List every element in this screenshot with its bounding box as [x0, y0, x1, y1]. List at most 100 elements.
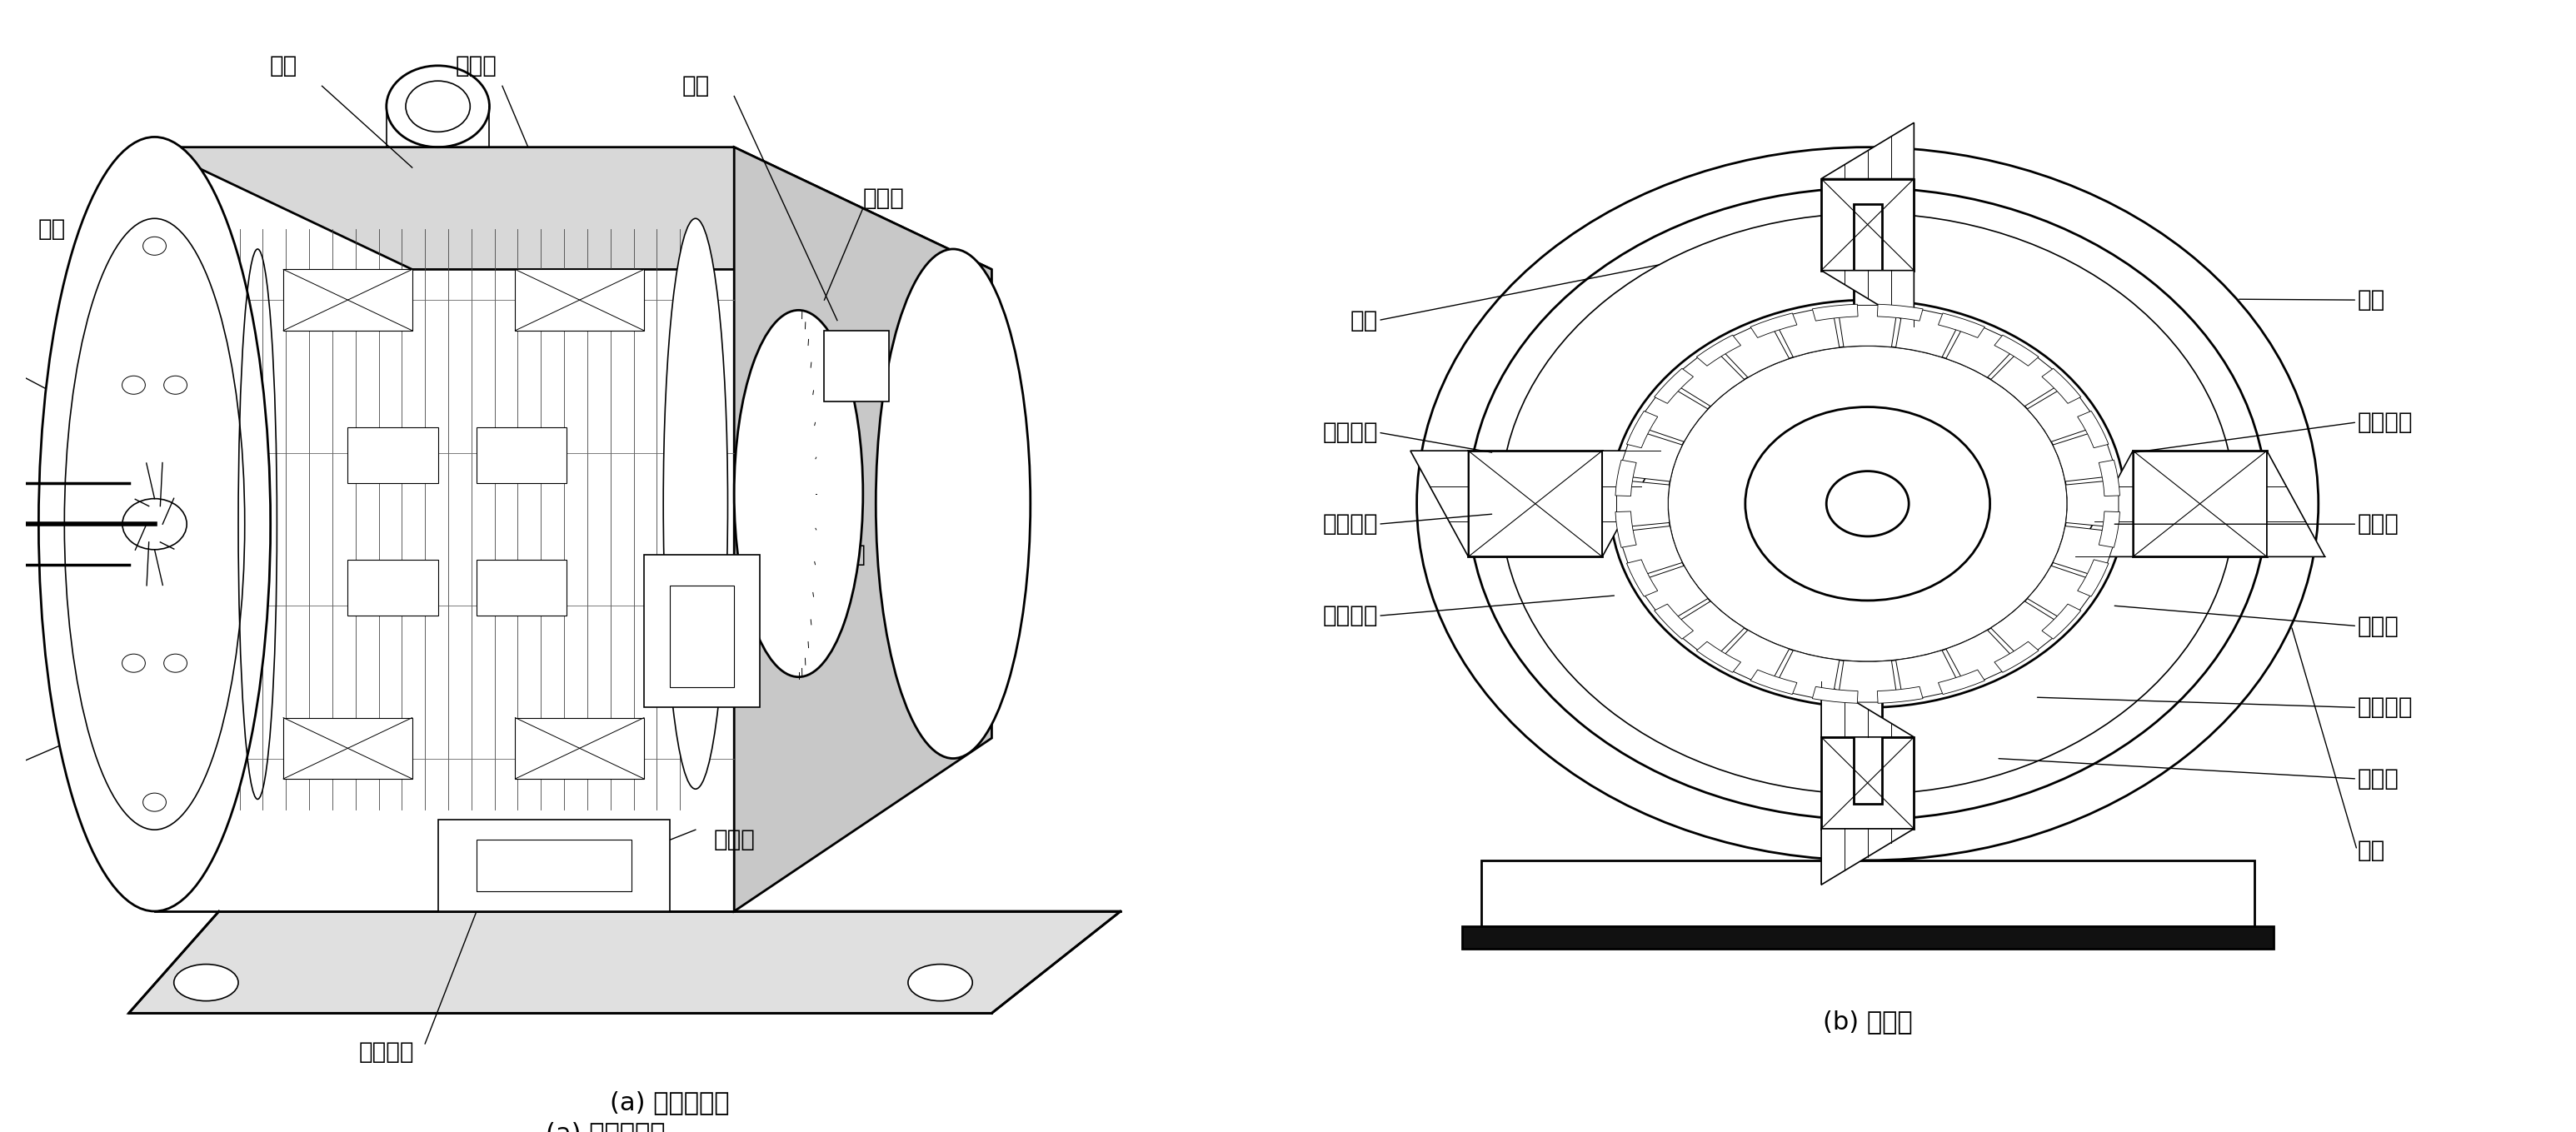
Polygon shape — [1837, 306, 1899, 348]
Polygon shape — [1821, 122, 1914, 179]
Bar — [348, 428, 438, 483]
Text: (a) 基本结构图: (a) 基本结构图 — [611, 1091, 729, 1115]
Polygon shape — [2076, 451, 2133, 557]
Polygon shape — [1896, 650, 1960, 701]
Polygon shape — [2053, 430, 2117, 481]
Polygon shape — [1937, 670, 1984, 694]
Polygon shape — [1698, 335, 1741, 366]
Text: 换向磁极: 换向磁极 — [358, 1040, 415, 1064]
Bar — [515, 269, 644, 331]
Polygon shape — [1698, 642, 1741, 672]
Text: 出线盒: 出线盒 — [714, 829, 755, 851]
Bar — [515, 718, 644, 779]
Ellipse shape — [1826, 471, 1909, 537]
Text: 底脚: 底脚 — [2357, 839, 2385, 861]
Ellipse shape — [165, 376, 188, 394]
Text: 励磁绕组: 励磁绕组 — [2357, 696, 2414, 719]
Polygon shape — [2043, 604, 2081, 640]
Ellipse shape — [124, 499, 188, 550]
Polygon shape — [1669, 348, 1744, 406]
Bar — [438, 820, 670, 911]
Polygon shape — [1821, 681, 1914, 737]
Text: 电枢绕组: 电枢绕组 — [1321, 604, 1378, 627]
Bar — [283, 269, 412, 331]
Polygon shape — [155, 147, 734, 911]
Text: 机座: 机座 — [39, 217, 64, 240]
Ellipse shape — [175, 964, 237, 1001]
Bar — [1463, 926, 2275, 949]
Text: 主磁极: 主磁极 — [456, 54, 497, 77]
Text: 电枢齿: 电枢齿 — [2357, 513, 2398, 535]
Polygon shape — [1821, 829, 1914, 885]
Ellipse shape — [121, 654, 144, 672]
Ellipse shape — [1747, 408, 1989, 600]
Text: 换向绕组: 换向绕组 — [1321, 421, 1378, 444]
Ellipse shape — [165, 654, 188, 672]
Polygon shape — [1618, 480, 1669, 528]
Text: 铁轭: 铁轭 — [2357, 289, 2385, 311]
Polygon shape — [155, 147, 992, 269]
Polygon shape — [2076, 411, 2110, 448]
Bar — [348, 559, 438, 616]
Polygon shape — [1945, 631, 2020, 686]
Polygon shape — [1994, 642, 2038, 672]
Polygon shape — [1775, 650, 1839, 701]
Polygon shape — [1625, 559, 1659, 597]
Polygon shape — [1716, 631, 1790, 686]
Ellipse shape — [1669, 346, 2066, 661]
Polygon shape — [1821, 271, 1914, 326]
Ellipse shape — [909, 964, 974, 1001]
Polygon shape — [1837, 660, 1899, 702]
Polygon shape — [1896, 307, 1960, 358]
Bar — [283, 718, 412, 779]
Polygon shape — [1991, 348, 2066, 406]
Polygon shape — [2027, 566, 2099, 623]
Polygon shape — [2053, 526, 2117, 577]
Bar — [1481, 860, 2254, 926]
Text: (b) 剖面图: (b) 剖面图 — [1824, 1010, 1911, 1034]
Bar — [644, 555, 760, 708]
Polygon shape — [1636, 385, 1708, 441]
Ellipse shape — [876, 249, 1030, 758]
Bar — [477, 428, 567, 483]
Polygon shape — [129, 911, 1121, 1013]
Polygon shape — [1855, 667, 1883, 804]
Ellipse shape — [1499, 213, 2236, 795]
Polygon shape — [1994, 335, 2038, 366]
Polygon shape — [1615, 512, 1636, 548]
Ellipse shape — [39, 137, 270, 911]
Polygon shape — [2099, 460, 2120, 496]
Polygon shape — [1752, 314, 1798, 337]
Polygon shape — [734, 147, 992, 911]
Polygon shape — [1468, 451, 1602, 557]
Polygon shape — [1821, 179, 1914, 271]
Polygon shape — [2027, 385, 2099, 441]
Polygon shape — [1878, 305, 1922, 320]
Polygon shape — [1878, 687, 1922, 703]
Polygon shape — [2043, 368, 2081, 403]
Ellipse shape — [144, 237, 167, 255]
Text: 接线板: 接线板 — [824, 543, 866, 566]
Ellipse shape — [734, 310, 863, 677]
Polygon shape — [1814, 305, 1857, 320]
Ellipse shape — [64, 218, 245, 830]
Ellipse shape — [1610, 300, 2125, 708]
Polygon shape — [1937, 314, 1984, 337]
Polygon shape — [1636, 566, 1708, 623]
Polygon shape — [1625, 411, 1659, 448]
Bar — [670, 585, 734, 687]
Polygon shape — [2267, 451, 2326, 557]
Polygon shape — [1752, 670, 1798, 694]
Ellipse shape — [144, 794, 167, 812]
Polygon shape — [1855, 204, 1883, 341]
Polygon shape — [1991, 601, 2066, 660]
Text: 电枢槽: 电枢槽 — [2357, 615, 2398, 637]
Polygon shape — [1654, 604, 1692, 640]
Text: 极靴: 极靴 — [1350, 309, 1378, 332]
Polygon shape — [1618, 430, 1682, 481]
Ellipse shape — [1468, 188, 2267, 820]
Polygon shape — [2099, 512, 2120, 548]
Polygon shape — [1618, 526, 1682, 577]
Ellipse shape — [1417, 147, 2318, 860]
Text: 换向器: 换向器 — [863, 187, 904, 209]
